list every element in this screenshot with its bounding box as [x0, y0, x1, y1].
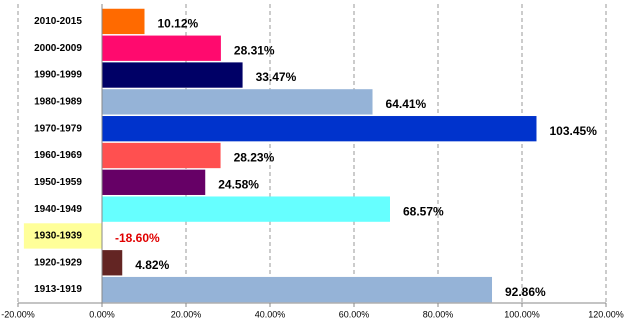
bar — [23, 223, 103, 249]
bar — [102, 169, 206, 195]
category-label: 1930-1939 — [34, 231, 82, 242]
bar — [102, 276, 493, 303]
value-label: 10.12% — [158, 17, 199, 31]
value-label: 4.82% — [135, 258, 169, 272]
value-label: 103.45% — [549, 124, 597, 138]
category-label: 1990-1999 — [34, 70, 82, 81]
category-label: 1940-1949 — [34, 204, 82, 215]
category-label: 1960-1969 — [34, 150, 82, 161]
bar — [102, 250, 123, 276]
category-label: 1950-1959 — [34, 177, 82, 188]
bar — [102, 89, 373, 115]
value-label: -18.60% — [115, 231, 160, 245]
category-label: 1980-1989 — [34, 97, 82, 108]
x-tick-label: 0.00% — [89, 309, 115, 319]
category-label: 1913-1919 — [34, 284, 82, 295]
x-tick-label: 60.00% — [339, 309, 370, 319]
category-label: 2000-2009 — [34, 43, 82, 54]
bar — [102, 62, 243, 88]
value-label: 28.31% — [234, 43, 275, 57]
value-label: 92.86% — [505, 285, 546, 299]
value-label: 28.23% — [234, 151, 275, 165]
value-label: 33.47% — [256, 70, 297, 84]
category-label: 1970-1979 — [34, 123, 82, 134]
bar — [102, 196, 390, 222]
value-label: 24.58% — [218, 177, 259, 191]
x-tick-label: 20.00% — [171, 309, 202, 319]
category-label: 1920-1929 — [34, 257, 82, 268]
value-label: 64.41% — [386, 97, 427, 111]
bar — [102, 35, 221, 61]
x-tick-label: -20.00% — [1, 309, 35, 319]
bar — [102, 8, 145, 35]
bar — [102, 142, 221, 169]
x-tick-label: 120.00% — [588, 309, 624, 319]
x-tick-label: 40.00% — [255, 309, 286, 319]
category-label: 2010-2015 — [34, 16, 82, 27]
x-tick-label: 100.00% — [504, 309, 540, 319]
bar — [102, 116, 537, 142]
x-tick-label: 80.00% — [423, 309, 454, 319]
value-label: 68.57% — [403, 204, 444, 218]
